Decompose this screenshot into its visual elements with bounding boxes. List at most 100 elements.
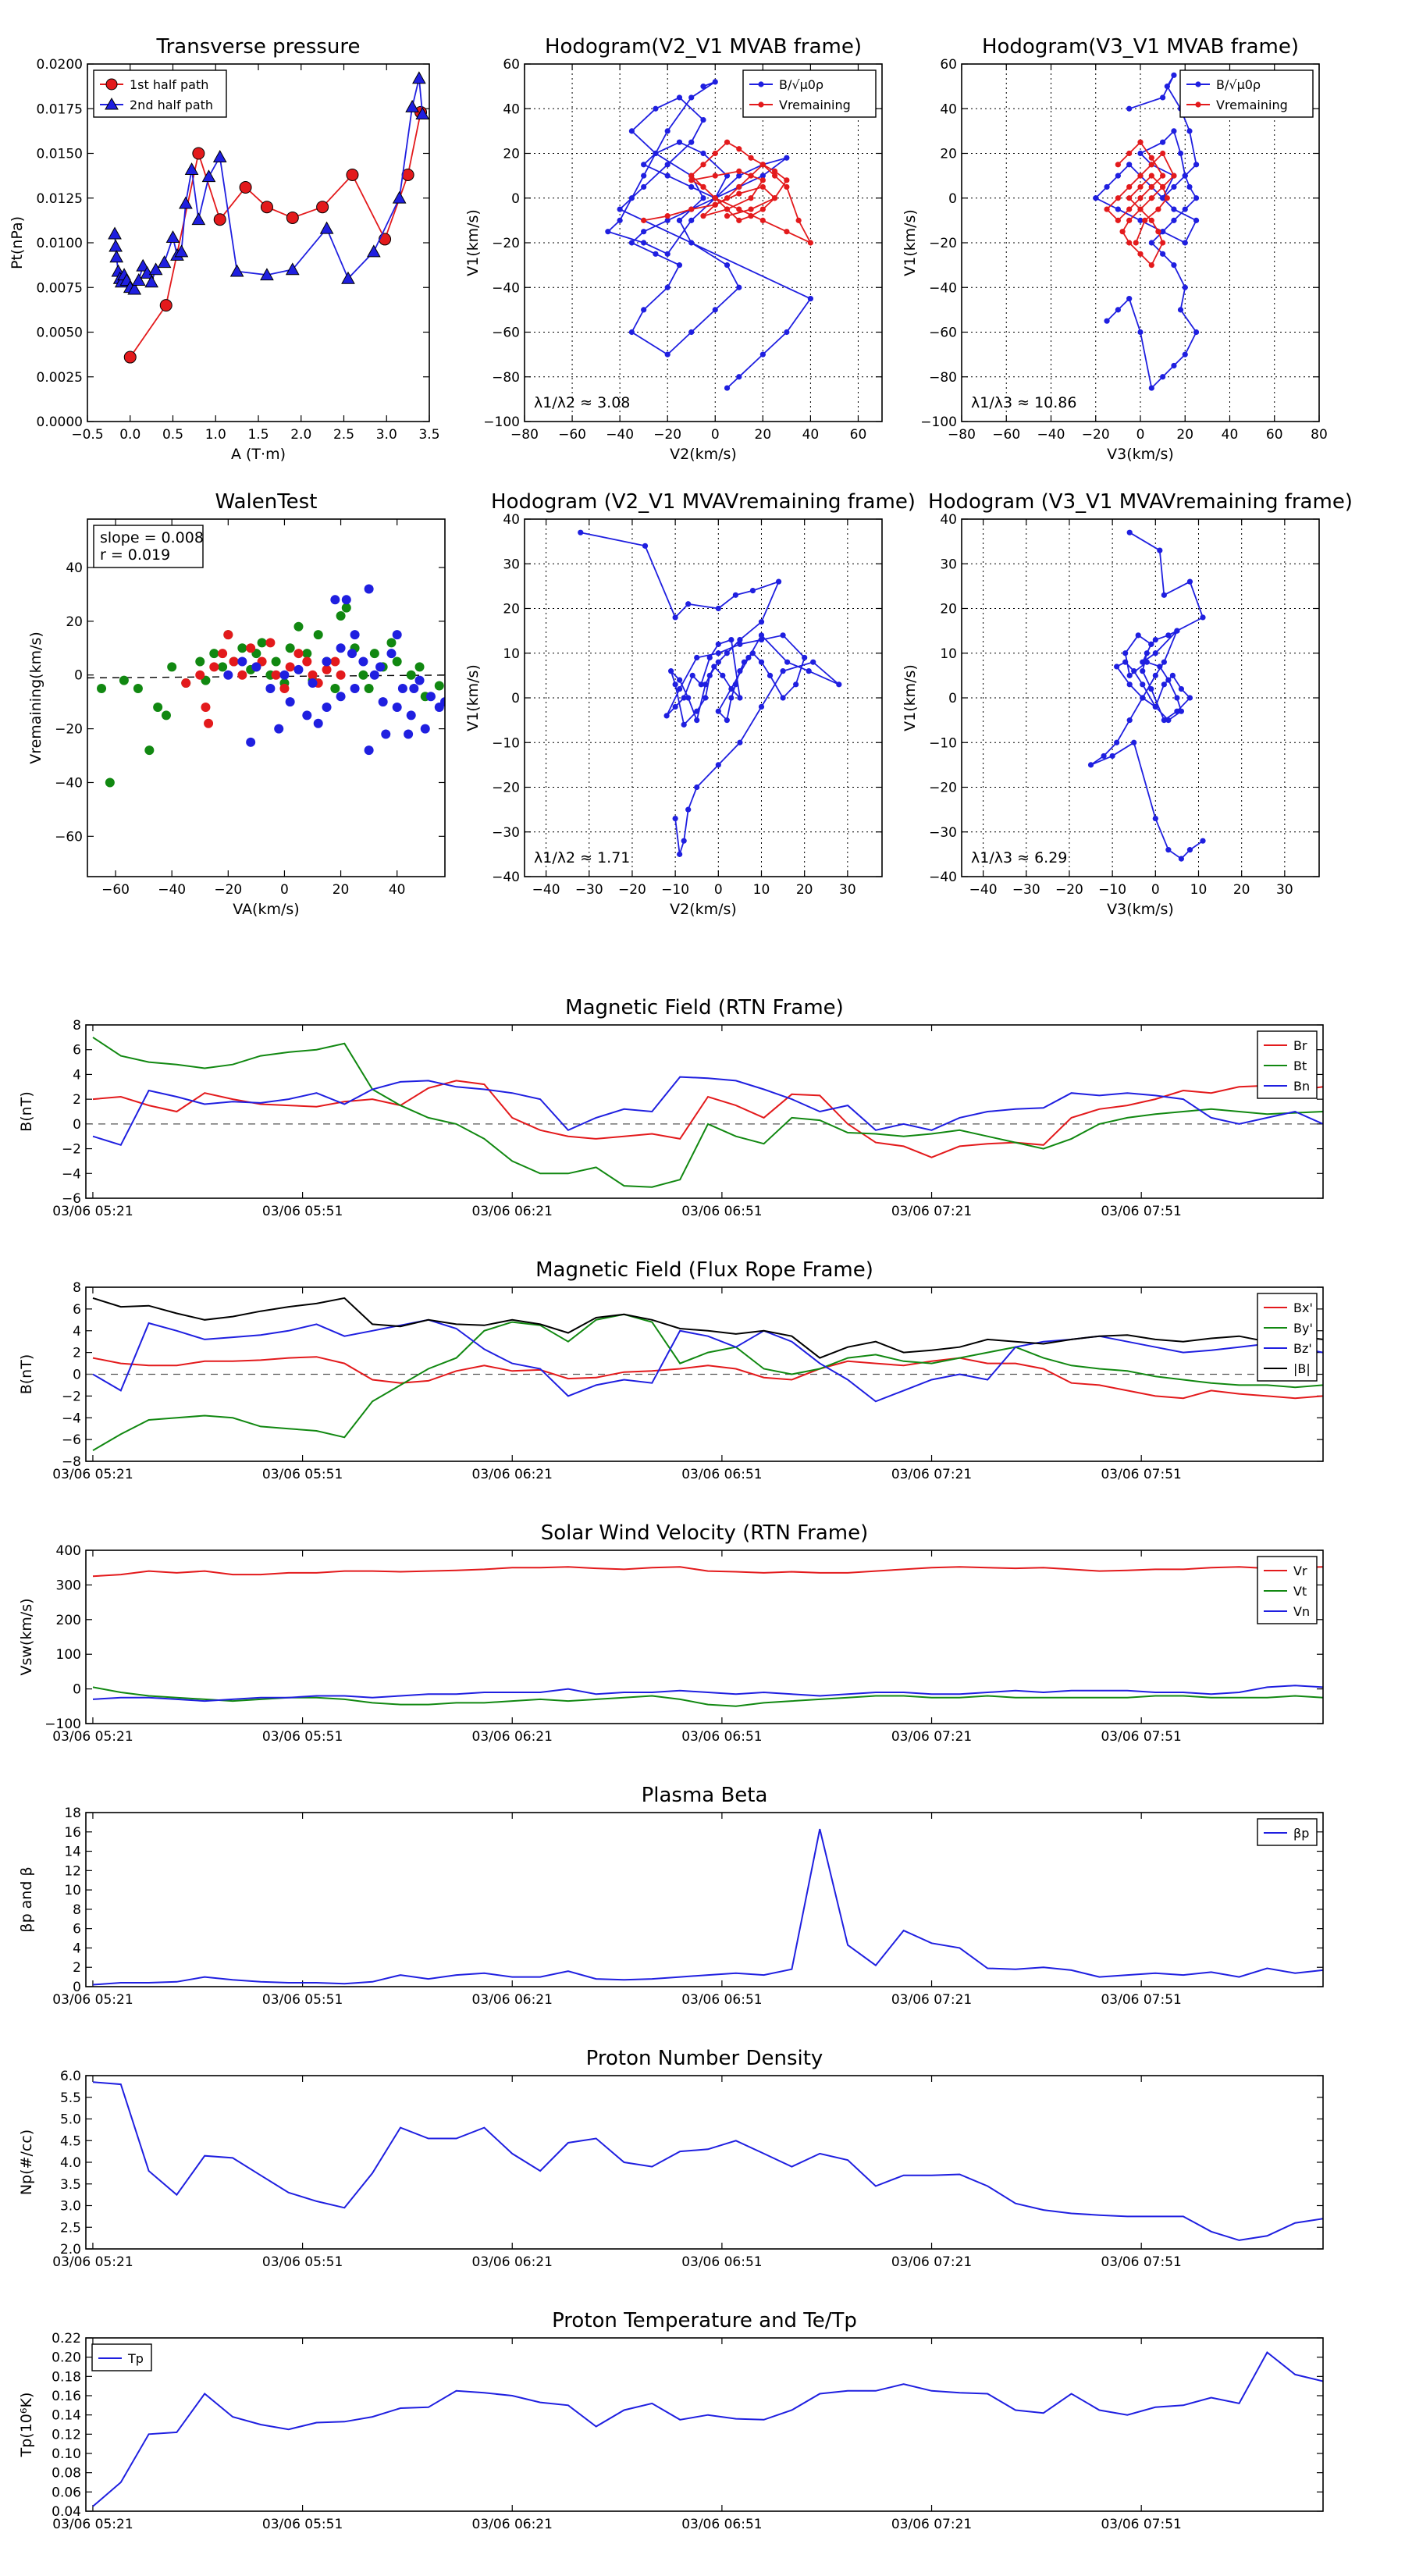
chart-title: Hodogram (V3_V1 MVAVremaining frame) [928, 490, 1353, 514]
data-point [1171, 72, 1177, 78]
data-point [784, 659, 791, 665]
y-tick-label: −8 [62, 1454, 81, 1470]
x-tick-label: 20 [333, 882, 350, 898]
series-h2-1 [1104, 139, 1177, 269]
data-point [681, 721, 687, 728]
plot-area [108, 71, 429, 364]
legend-label: Vremaining [1216, 98, 1288, 112]
data-point [1160, 139, 1166, 145]
data-point [780, 695, 786, 701]
x-tick-label: 03/06 05:51 [262, 2517, 343, 2532]
data-point [1126, 195, 1133, 201]
data-point [195, 656, 205, 667]
data-point [700, 195, 706, 201]
data-point [279, 670, 290, 680]
data-point [1115, 206, 1121, 212]
legend-box [1257, 1818, 1318, 1846]
data-point [1101, 753, 1107, 760]
data-point [711, 664, 717, 670]
legend-label: Tp [127, 2351, 144, 2366]
data-point [237, 656, 247, 667]
data-point [379, 233, 392, 246]
data-point [308, 678, 318, 688]
plot-frame [524, 63, 883, 422]
annotation-text: λ1/λ3 ≈ 10.86 [971, 394, 1076, 411]
y-tick-label: 0.18 [52, 2369, 81, 2385]
data-point [350, 683, 360, 693]
x-tick-label: −40 [606, 427, 634, 443]
data-point [715, 641, 721, 647]
data-point [1126, 529, 1133, 535]
data-point [1182, 173, 1188, 179]
x-tick-label: 20 [796, 882, 813, 898]
data-point [1193, 162, 1200, 168]
data-point [148, 262, 163, 276]
y-tick-label: 0 [511, 191, 520, 207]
x-tick-label: 03/06 06:51 [681, 1204, 762, 1219]
x-tick-label: 0 [1136, 427, 1145, 443]
data-point [767, 672, 774, 678]
x-tick-label: 30 [1276, 882, 1293, 898]
data-point [201, 169, 216, 183]
x-tick-label: −20 [653, 427, 681, 443]
data-point [375, 662, 386, 672]
plot-area [1087, 529, 1206, 862]
y-tick-label: 8 [73, 1280, 81, 1296]
y-tick-label: −6 [62, 1191, 81, 1207]
data-point [685, 695, 692, 701]
data-point [724, 717, 730, 724]
data-point [653, 150, 659, 157]
chart-vsw: Solar Wind Velocity (RTN Frame) −100 0 100 2… [18, 1521, 1324, 1745]
legend-marker [105, 97, 119, 110]
data-point [144, 275, 158, 288]
data-point [748, 155, 754, 161]
x-tick-label: 1.5 [247, 427, 269, 443]
data-point [688, 217, 695, 223]
data-point [706, 654, 713, 661]
data-point [1148, 685, 1154, 692]
data-point [664, 128, 670, 134]
data-point [1148, 385, 1154, 391]
y-tick-label: 3.5 [60, 2177, 81, 2193]
data-point [392, 703, 402, 713]
data-point [780, 668, 786, 674]
data-point [653, 105, 659, 112]
data-point [720, 672, 726, 678]
data-point [700, 116, 706, 123]
x-tick-label: 60 [1266, 427, 1283, 443]
data-point [1160, 173, 1166, 179]
legend-label: Bz' [1293, 1341, 1312, 1356]
data-point [664, 351, 670, 358]
y-tick-label: 30 [503, 557, 520, 572]
data-point [1109, 753, 1115, 760]
x-tick-label: 03/06 07:51 [1101, 1992, 1181, 2008]
x-tick-label: −20 [618, 882, 646, 898]
data-point [784, 329, 790, 336]
data-point [1155, 229, 1161, 235]
y-tick-label: −60 [55, 829, 83, 845]
y-tick-label: −10 [929, 735, 957, 751]
data-point [759, 162, 766, 168]
data-point [748, 206, 754, 212]
data-point [1126, 240, 1133, 246]
x-tick-label: 03/06 06:51 [681, 1992, 762, 2008]
data-point [1155, 206, 1161, 212]
y-tick-label: 0.0050 [37, 326, 83, 341]
plot-frame [524, 518, 883, 877]
x-tick-label: 3.5 [418, 427, 439, 443]
y-tick-label: 0.0175 [37, 101, 83, 117]
x-tick-label: −80 [510, 427, 539, 443]
legend-label: |B| [1293, 1361, 1311, 1376]
data-point [1087, 762, 1094, 768]
chart-np: Proton Number Density 2.0 2.5 3.0 3.5 4.0 4.5 5… [18, 2047, 1324, 2270]
y-tick-label: −80 [492, 370, 520, 386]
y-axis-label: V1(km/s) [464, 664, 482, 731]
y-tick-label: 0.12 [52, 2427, 81, 2443]
series-walen-2 [223, 584, 445, 756]
data-point [758, 636, 765, 643]
data-point [807, 295, 813, 302]
data-point [685, 601, 692, 607]
plot-area [87, 584, 445, 788]
data-point [689, 672, 695, 678]
